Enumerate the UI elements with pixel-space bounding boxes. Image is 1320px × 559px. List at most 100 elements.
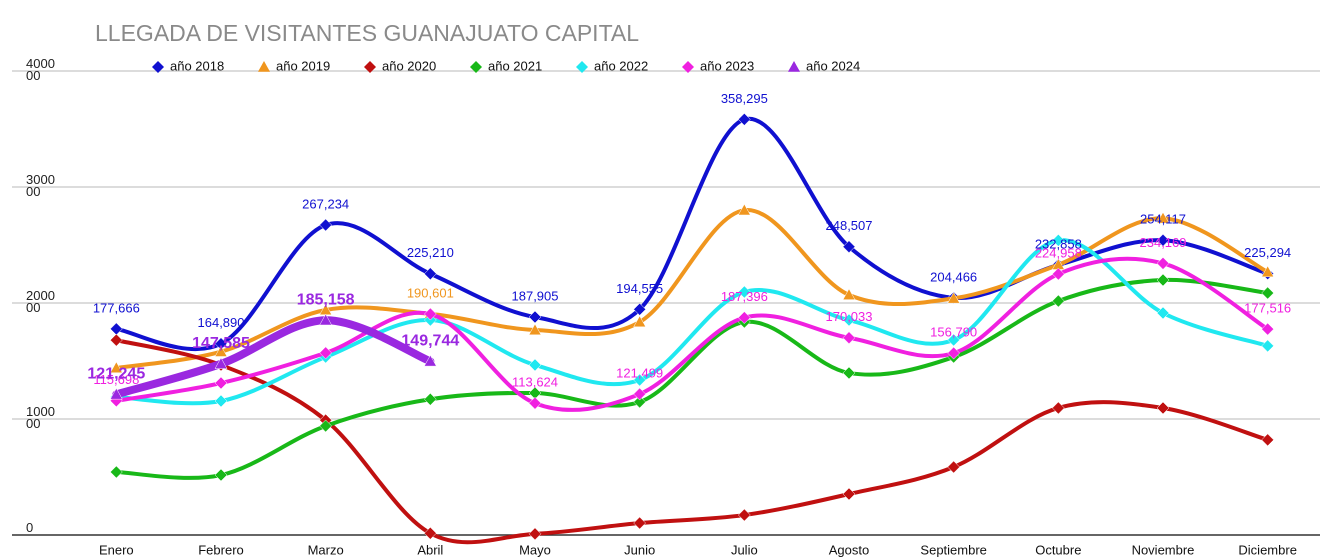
data-point	[842, 288, 856, 300]
y-tick-text: 400000	[26, 58, 55, 83]
legend-label: año 2024	[806, 58, 860, 73]
y-tick-label: 400000	[26, 58, 55, 83]
data-point	[214, 357, 228, 369]
data-point	[947, 291, 961, 304]
data-point	[947, 333, 961, 347]
data-point	[947, 346, 961, 360]
data-label: 121,499	[616, 365, 663, 380]
data-point	[1051, 294, 1065, 308]
legend-label: año 2018	[170, 58, 224, 73]
data-point	[1261, 322, 1275, 336]
data-point	[842, 487, 856, 501]
data-label: 194,555	[616, 281, 663, 296]
y-tick-text: 200000	[26, 290, 55, 315]
data-point	[214, 345, 228, 357]
y-tick-label: 300000	[26, 174, 55, 199]
y-tick-label: 200000	[26, 290, 55, 315]
legend-label: año 2019	[276, 58, 330, 73]
data-point	[737, 113, 751, 126]
data-point	[109, 361, 123, 374]
data-point	[109, 322, 123, 336]
x-tick-label: Enero	[99, 542, 134, 557]
data-point	[109, 333, 123, 347]
data-point	[423, 526, 437, 540]
data-point	[737, 311, 751, 324]
data-point	[319, 313, 333, 326]
data-label: 190,601	[407, 285, 454, 300]
data-point	[319, 419, 333, 433]
legend-marker	[788, 61, 800, 72]
data-point	[423, 307, 437, 321]
data-point	[633, 315, 647, 328]
data-point	[633, 516, 647, 530]
data-point	[1156, 273, 1170, 287]
data-point	[1156, 233, 1170, 247]
chart-title: LLEGADA DE VISITANTES GUANAJUATO CAPITAL	[95, 20, 639, 46]
data-point	[1051, 401, 1065, 415]
y-tick-text: 0	[26, 522, 34, 535]
data-point	[423, 392, 437, 406]
data-point	[423, 354, 437, 367]
y-tick-text: 300000	[26, 174, 55, 199]
x-tick-label: Marzo	[308, 542, 344, 557]
data-label: 115,698	[93, 372, 139, 387]
data-label: 177,516	[1244, 301, 1291, 316]
data-point	[633, 395, 647, 409]
data-point	[842, 313, 856, 327]
data-point	[528, 396, 542, 410]
data-point	[737, 285, 751, 299]
series-line	[114, 116, 1270, 351]
data-label: 187,396	[721, 289, 768, 304]
data-point	[528, 310, 542, 324]
data-label: 358,295	[721, 91, 768, 106]
legend-marker	[682, 61, 694, 73]
data-point	[1261, 265, 1275, 278]
legend-marker	[258, 61, 270, 72]
data-point	[1156, 211, 1170, 224]
data-point	[1261, 433, 1275, 447]
legend-label: año 2020	[382, 58, 436, 73]
data-label: 254,117	[1140, 212, 1186, 227]
data-point	[423, 267, 437, 281]
data-point	[528, 358, 542, 372]
data-point	[109, 465, 123, 479]
x-tick-label: Agosto	[829, 542, 869, 557]
data-point	[109, 387, 123, 400]
data-label: 225,294	[1244, 245, 1291, 260]
data-point	[1051, 234, 1065, 247]
data-label: 224,958	[1035, 245, 1082, 260]
y-tick-label: 0	[26, 522, 34, 535]
legend-marker	[152, 61, 164, 73]
x-tick-label: Septiembre	[920, 542, 986, 557]
data-label: 149,744	[401, 333, 459, 350]
data-point	[737, 508, 751, 522]
data-label: 232,858	[1035, 236, 1082, 251]
x-tick-label: Mayo	[519, 542, 551, 557]
y-tick-label: 100000	[26, 406, 55, 430]
data-label: 121,245	[87, 366, 145, 383]
series-line	[114, 277, 1270, 480]
x-tick-label: Julio	[731, 542, 758, 557]
data-point	[214, 394, 228, 408]
data-point	[1156, 306, 1170, 320]
data-point	[633, 387, 647, 401]
data-point	[737, 203, 751, 216]
legend-marker	[576, 61, 588, 73]
series-line	[112, 316, 435, 399]
data-label: 204,466	[930, 269, 977, 284]
data-label: 185,158	[297, 291, 355, 308]
data-point	[528, 323, 542, 336]
data-point	[528, 527, 542, 541]
data-label: 267,234	[302, 196, 349, 211]
data-point	[842, 366, 856, 380]
x-tick-label: Febrero	[198, 542, 244, 557]
data-point	[633, 302, 647, 316]
legend-label: año 2022	[594, 58, 648, 73]
x-tick-label: Junio	[624, 542, 655, 557]
x-tick-label: Diciembre	[1238, 542, 1297, 557]
x-tick-label: Abril	[417, 542, 443, 557]
data-point	[319, 346, 333, 360]
data-point	[842, 331, 856, 345]
data-point	[633, 373, 647, 387]
data-point	[1261, 339, 1275, 353]
